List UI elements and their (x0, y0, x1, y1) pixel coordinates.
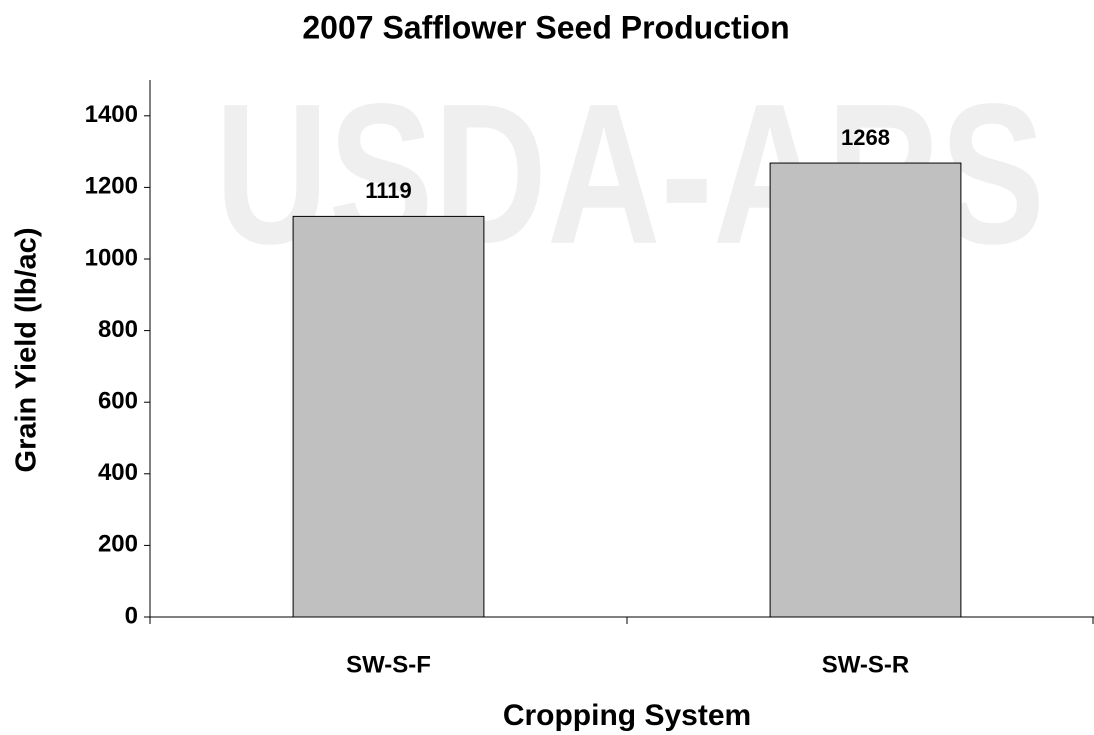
y-tick-label: 800 (98, 316, 138, 343)
y-tick-label: 1400 (85, 101, 138, 128)
y-tick-label: 1000 (85, 244, 138, 271)
x-axis-label: Cropping System (503, 699, 751, 732)
x-tick-label: SW-S-R (822, 651, 910, 678)
data-label: 1268 (841, 125, 890, 150)
chart-title: 2007 Safflower Seed Production (302, 9, 789, 45)
y-tick-label: 400 (98, 459, 138, 486)
y-tick-label: 0 (125, 602, 138, 629)
bar (292, 215, 485, 618)
data-label: 1119 (365, 178, 412, 203)
y-tick-label: 600 (98, 388, 138, 415)
x-tick-label: SW-S-F (346, 651, 431, 678)
bar (769, 162, 962, 618)
y-axis-label: Grain Yield (lb/ac) (11, 228, 43, 473)
y-tick-label: 1200 (85, 173, 138, 200)
y-tick-label: 200 (98, 531, 138, 558)
